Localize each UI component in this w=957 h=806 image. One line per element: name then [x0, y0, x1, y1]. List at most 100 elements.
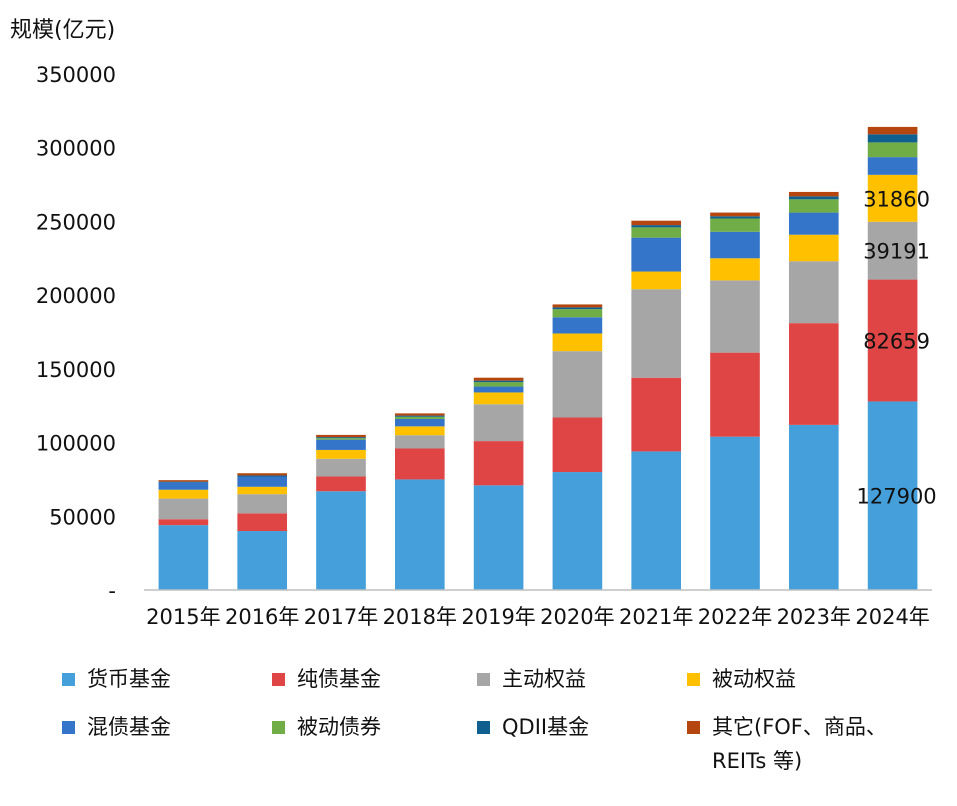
x-tick-label: 2018年: [383, 605, 457, 629]
y-axis-unit-label: 规模(亿元): [10, 18, 116, 43]
legend-item-passive-bond: 被动债券: [272, 710, 381, 744]
bar-segment: [631, 271, 682, 290]
legend-item-others: 其它(FOF、商品、 REITs 等): [687, 710, 887, 778]
bar-segment: [552, 472, 603, 590]
x-tick-label: 2020年: [540, 605, 614, 629]
bar-segment: [158, 525, 209, 590]
bar-segment: [710, 216, 760, 219]
bar-segment: [473, 377, 524, 381]
bar-segment: [631, 227, 682, 238]
bar-segment: [394, 426, 445, 436]
bar-segment: [631, 220, 682, 226]
y-tick-label: -: [108, 579, 116, 603]
bar-segment: [631, 377, 682, 452]
y-tick-label: 200000: [36, 284, 116, 308]
bar-segment: [867, 157, 918, 175]
bar-segment: [473, 404, 524, 442]
legend-label: 纯债基金: [297, 667, 381, 691]
x-tick-label: 2021年: [619, 605, 693, 629]
bar-segment: [710, 258, 760, 281]
bar-segment: [631, 225, 682, 228]
x-tick-label: 2017年: [304, 605, 378, 629]
bar-segment: [552, 307, 603, 310]
legend-swatch: [62, 721, 75, 734]
legend-swatch: [477, 721, 490, 734]
bar-segment: [788, 191, 839, 197]
legend-label: 货币基金: [87, 667, 171, 691]
legend-swatch: [272, 673, 285, 686]
data-label: 31860: [863, 187, 930, 211]
bar-segment: [316, 458, 366, 477]
legend-label: 其它(FOF、商品、 REITs 等): [712, 715, 887, 773]
x-tick-label: 2015年: [146, 605, 220, 629]
bar-segment: [158, 480, 209, 482]
bar-segment: [631, 451, 682, 590]
legend-label: 被动权益: [712, 667, 796, 691]
bar-segment: [867, 126, 918, 135]
bar-segment: [394, 479, 445, 590]
bar-segment: [158, 482, 209, 490]
bar-segment: [473, 386, 524, 393]
bar-segment: [158, 481, 209, 483]
bar-segment: [237, 494, 288, 514]
bar-segment: [788, 199, 839, 213]
legend-swatch: [687, 721, 700, 734]
y-tick-label: 250000: [36, 210, 116, 234]
bar-segment: [710, 218, 760, 232]
y-tick-label: 350000: [36, 63, 116, 87]
bar-segment: [158, 489, 209, 499]
bar-segment: [237, 531, 288, 590]
y-tick-label: 50000: [49, 505, 116, 529]
bar-segment: [788, 424, 839, 590]
y-tick-label: 300000: [36, 137, 116, 161]
legend-swatch: [477, 673, 490, 686]
legend-item-qdii-fund: QDII基金: [477, 710, 589, 744]
legend-label: 主动权益: [502, 667, 586, 691]
bar-segment: [552, 351, 603, 418]
legend-item-pure-bond-fund: 纯债基金: [272, 662, 381, 696]
bar-segment: [473, 380, 524, 383]
bar-segment: [394, 413, 445, 416]
bar-segment: [788, 261, 839, 324]
bar-segment: [552, 417, 603, 473]
data-label: 82659: [863, 330, 930, 354]
bar-segment: [552, 317, 603, 334]
bar-segment: [237, 513, 288, 532]
bar-segment: [237, 476, 288, 487]
legend-item-money-fund: 货币基金: [62, 662, 171, 696]
bar-segment: [710, 231, 760, 259]
bar-segment: [394, 415, 445, 417]
x-tick-label: 2016年: [225, 605, 299, 629]
bar-segment: [473, 441, 524, 486]
bar-segment: [158, 498, 209, 520]
bar-segment: [394, 448, 445, 480]
bar-segment: [158, 519, 209, 526]
bar-segment: [394, 435, 445, 449]
bar-segment: [631, 237, 682, 272]
x-tick-label: 2019年: [461, 605, 535, 629]
bar-segment: [710, 352, 760, 437]
bar-segment: [710, 436, 760, 590]
y-tick-label: 100000: [36, 432, 116, 456]
bar-segment: [867, 174, 918, 222]
bar-segment: [473, 382, 524, 387]
bar-segment: [552, 304, 603, 308]
data-label: 127900: [857, 485, 937, 509]
legend-item-mixed-bond-fund: 混债基金: [62, 710, 171, 744]
bar-segment: [552, 333, 603, 352]
bar-segment: [552, 309, 603, 318]
legend-label: QDII基金: [502, 715, 590, 739]
bar-segment: [316, 439, 366, 450]
legend-item-active-equity: 主动权益: [477, 662, 586, 696]
bar-segment: [788, 196, 839, 200]
bar-segment: [473, 485, 524, 590]
bar-segment: [867, 221, 918, 280]
legend-label: 被动债券: [297, 715, 381, 739]
x-tick-label: 2023年: [777, 605, 851, 629]
bar-segment: [316, 434, 366, 438]
bar-segment: [788, 323, 839, 425]
bar-segment: [237, 486, 288, 495]
bar-segment: [867, 142, 918, 158]
bar-segment: [867, 134, 918, 143]
